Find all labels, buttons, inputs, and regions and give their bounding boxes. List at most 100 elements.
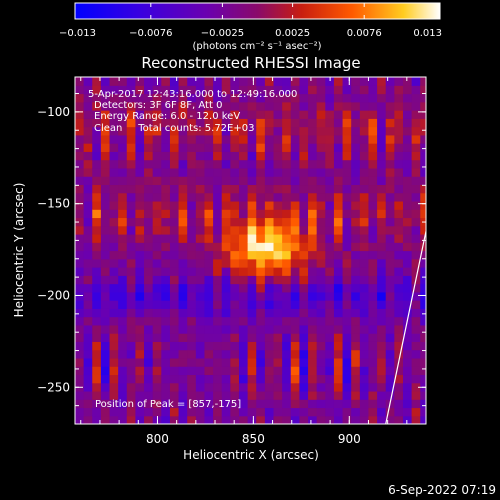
heatmap-cell — [126, 184, 137, 194]
heatmap-cell — [420, 176, 426, 186]
heatmap-cell — [135, 151, 145, 161]
heatmap-cell — [109, 415, 119, 424]
heatmap-cell — [273, 324, 283, 334]
heatmap-cell — [256, 159, 266, 169]
heatmap-cell — [75, 341, 85, 351]
heatmap-cell — [100, 415, 111, 424]
heatmap-cell — [169, 349, 180, 359]
heatmap-cell — [135, 275, 145, 285]
heatmap-cell — [126, 176, 137, 186]
heatmap-cell — [135, 126, 145, 136]
heatmap-cell — [135, 200, 145, 210]
heatmap-cell — [308, 176, 318, 186]
heatmap-cell — [420, 93, 426, 103]
heatmap-cell — [187, 357, 197, 367]
heatmap-cell — [402, 366, 413, 376]
heatmap-cell — [109, 225, 119, 235]
heatmap-cell — [100, 382, 111, 392]
heatmap-cell — [169, 77, 180, 86]
heatmap-cell — [204, 126, 214, 136]
heatmap-cell — [368, 250, 378, 260]
heatmap-cell — [83, 374, 93, 384]
heatmap-cell — [299, 374, 309, 384]
heatmap-cell — [204, 366, 214, 376]
heatmap-cell — [308, 85, 318, 95]
heatmap-cell — [273, 349, 283, 359]
heatmap-cell — [144, 316, 154, 326]
heatmap-cell — [299, 151, 309, 161]
heatmap-cell — [377, 399, 387, 409]
heatmap-cell — [273, 407, 283, 417]
heatmap-cell — [377, 258, 387, 268]
heatmap-cell — [195, 308, 206, 318]
heatmap-cell — [238, 225, 249, 235]
heatmap-cell — [368, 324, 378, 334]
heatmap-cell — [273, 308, 283, 318]
heatmap-cell — [135, 250, 145, 260]
heatmap-cell — [264, 324, 275, 334]
heatmap-cell — [169, 324, 180, 334]
heatmap-cell — [333, 291, 344, 301]
heatmap-cell — [377, 349, 387, 359]
heatmap-cell — [247, 110, 257, 119]
heatmap-cell — [195, 85, 206, 95]
heatmap-cell — [342, 184, 352, 194]
heatmap-cell — [273, 250, 283, 260]
heatmap-cell — [264, 151, 275, 161]
heatmap-cell — [411, 267, 421, 276]
heatmap-cell — [75, 209, 85, 219]
heatmap-cell — [368, 349, 378, 359]
heatmap-cell — [152, 93, 162, 103]
heatmap-cell — [144, 283, 154, 293]
heatmap-cell — [316, 308, 326, 318]
heatmap-cell — [333, 349, 344, 359]
heatmap-cell — [83, 176, 93, 186]
heatmap-cell — [385, 242, 395, 252]
heatmap-cell — [152, 209, 162, 219]
heatmap-cell — [230, 349, 240, 359]
heatmap-cell — [75, 101, 85, 111]
heatmap-cell — [195, 192, 206, 202]
heatmap-cell — [368, 134, 378, 144]
heatmap-cell — [299, 93, 309, 103]
heatmap-cell — [420, 101, 426, 111]
heatmap-cell — [144, 399, 154, 409]
heatmap-cell — [135, 225, 145, 235]
heatmap-cell — [238, 399, 249, 409]
heatmap-cell — [83, 283, 93, 293]
heatmap-cell — [230, 382, 240, 392]
heatmap-cell — [230, 300, 240, 309]
heatmap-cell — [282, 233, 292, 243]
heatmap-cell — [75, 407, 85, 417]
heatmap-cell — [264, 250, 275, 260]
heatmap-cell — [333, 101, 344, 111]
heatmap-cell — [411, 291, 421, 301]
heatmap-cell — [92, 374, 102, 384]
heatmap-cell — [126, 349, 137, 359]
heatmap-cell — [204, 407, 214, 417]
heatmap-cell — [195, 126, 206, 136]
heatmap-cell — [187, 366, 197, 376]
heatmap-cell — [420, 324, 426, 334]
heatmap-cell — [187, 267, 197, 276]
heatmap-cell — [264, 167, 275, 177]
heatmap-cell — [264, 341, 275, 351]
heatmap-cell — [204, 209, 214, 219]
heatmap-cell — [299, 382, 309, 392]
heatmap-cell — [377, 333, 387, 342]
y-tick-label: −100 — [37, 105, 70, 119]
heatmap-cell — [169, 316, 180, 326]
heatmap-cell — [230, 143, 240, 152]
heatmap-cell — [178, 176, 188, 186]
heatmap-cell — [411, 390, 421, 400]
heatmap-cell — [195, 159, 206, 169]
heatmap-cell — [342, 267, 352, 276]
heatmap-cell — [238, 209, 249, 219]
heatmap-cell — [92, 77, 102, 86]
solar-limb-line — [385, 231, 426, 424]
x-axis-label: Heliocentric X (arcsec) — [183, 448, 319, 462]
heatmap-cell — [308, 233, 318, 243]
heatmap-cell — [359, 176, 370, 186]
heatmap-cell — [394, 77, 404, 86]
heatmap-cell — [204, 341, 214, 351]
